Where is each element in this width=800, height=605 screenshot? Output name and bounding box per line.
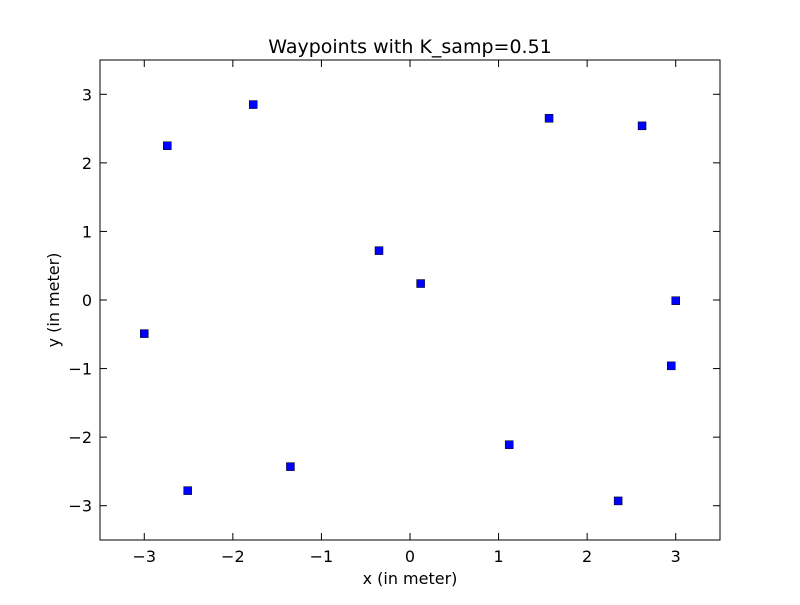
x-tick-label: 2 — [582, 547, 592, 566]
data-point — [416, 279, 425, 288]
data-point — [163, 141, 172, 150]
x-tick-label: 0 — [405, 547, 415, 566]
data-point — [140, 329, 149, 338]
x-axis-label: x (in meter) — [363, 569, 458, 588]
plot-frame — [99, 59, 721, 541]
y-tick-label: 0 — [82, 291, 92, 310]
data-point — [286, 462, 295, 471]
y-tick-label: −3 — [68, 497, 92, 516]
tick-labels: −3 −2 −1 0 1 2 3 −3 −2 −1 0 1 2 3 — [68, 85, 680, 566]
x-tick-label: 3 — [671, 547, 681, 566]
axis-ticks — [100, 60, 720, 540]
data-point — [637, 121, 647, 131]
data-point — [374, 246, 384, 255]
data-point — [671, 296, 680, 305]
x-tick-label: −1 — [310, 547, 334, 566]
y-tick-label: −1 — [68, 360, 92, 379]
chart-title: Waypoints with K_samp=0.51 — [268, 36, 552, 58]
y-tick-label: 2 — [82, 154, 92, 173]
data-point — [544, 114, 554, 123]
plot-area — [100, 60, 720, 540]
data-point — [667, 361, 676, 371]
y-tick-label: 1 — [82, 222, 92, 241]
data-point — [183, 486, 192, 495]
y-tick-label: −2 — [68, 428, 92, 447]
x-tick-label: 1 — [493, 547, 503, 566]
data-points — [140, 100, 680, 506]
data-point — [248, 100, 258, 109]
data-point — [504, 440, 514, 449]
data-point — [613, 496, 623, 506]
y-tick-label: 3 — [82, 85, 92, 104]
y-axis-label: y (in meter) — [44, 253, 63, 348]
x-tick-label: −3 — [132, 547, 156, 566]
x-tick-label: −2 — [221, 547, 245, 566]
